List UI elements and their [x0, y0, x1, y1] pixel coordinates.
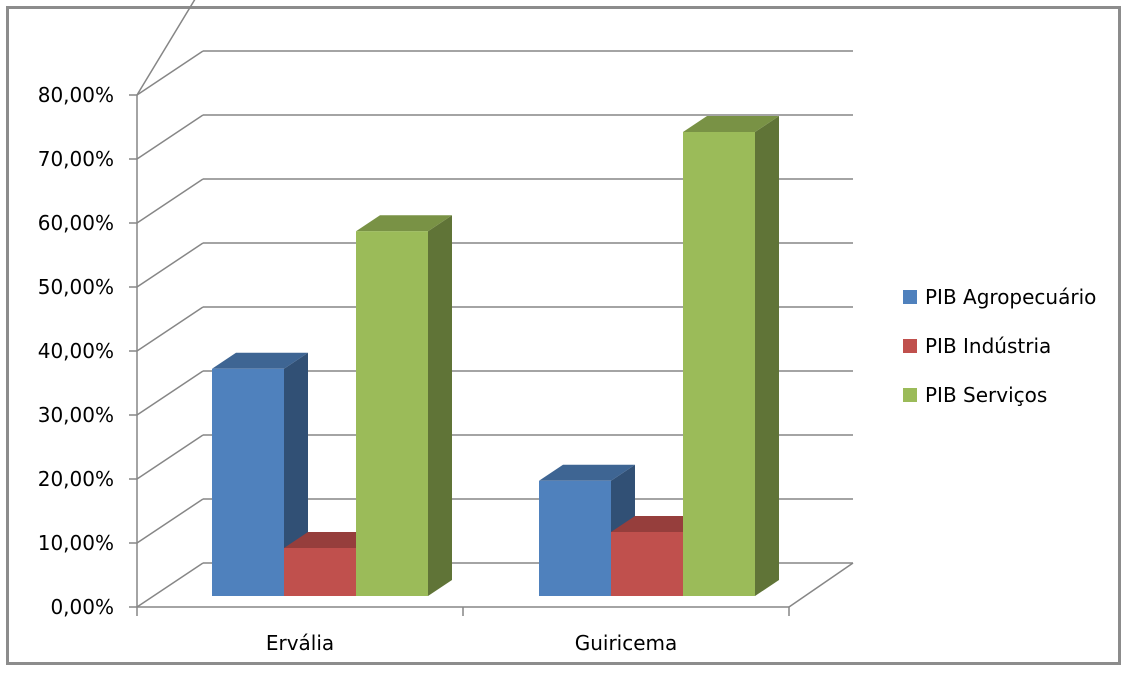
legend-swatch [903, 339, 917, 353]
bar [683, 132, 755, 596]
bar [284, 548, 356, 596]
gridline-diag [136, 114, 204, 160]
bars [212, 116, 779, 596]
bar-top [212, 352, 308, 369]
bar [611, 532, 683, 596]
y-tick-label: 60,00% [38, 211, 114, 235]
y-tick-label: 40,00% [38, 339, 114, 363]
bar [212, 368, 284, 596]
y-axis: 0,00% 10,00% 20,00% 30,00% 40,00% 50,00% 60,00… [38, 83, 138, 619]
bar-side [428, 215, 452, 596]
gridline-diag [136, 434, 204, 480]
floor-right-edge [788, 562, 854, 608]
bar-top [356, 215, 452, 232]
y-tick-label: 10,00% [38, 531, 114, 555]
bar-top [683, 116, 779, 132]
y-tick-label: 70,00% [38, 147, 114, 171]
gridline-diag [136, 498, 204, 544]
legend-label: PIB Indústria [925, 334, 1051, 358]
legend-swatch [903, 290, 917, 304]
gridline-diag [136, 50, 204, 96]
bar [356, 231, 428, 596]
legend-label: PIB Serviços [925, 383, 1047, 407]
gridline-diag [136, 242, 204, 288]
gridline-diag [136, 562, 204, 608]
y-tick-label: 50,00% [38, 275, 114, 299]
gridline-diag-top [136, 0, 196, 96]
y-tick-label: 0,00% [50, 595, 114, 619]
bar-side [755, 116, 779, 596]
x-axis: Ervália Guiricema [136, 562, 854, 655]
legend-swatch [903, 388, 917, 402]
bar-side [284, 352, 308, 596]
gridline-diag [136, 370, 204, 416]
gridline-diag [136, 178, 204, 224]
y-tick-label: 20,00% [38, 467, 114, 491]
x-tick-label: Ervália [266, 631, 334, 655]
legend-label: PIB Agropecuário [925, 285, 1096, 309]
legend: PIB Agropecuário PIB Indústria PIB Serviço… [903, 285, 1096, 407]
bar-top [539, 464, 635, 481]
gridline-diag [136, 306, 204, 352]
bar [539, 480, 611, 596]
y-tick-label: 80,00% [38, 83, 114, 107]
y-tick-label: 30,00% [38, 403, 114, 427]
x-tick-label: Guiricema [575, 631, 678, 655]
